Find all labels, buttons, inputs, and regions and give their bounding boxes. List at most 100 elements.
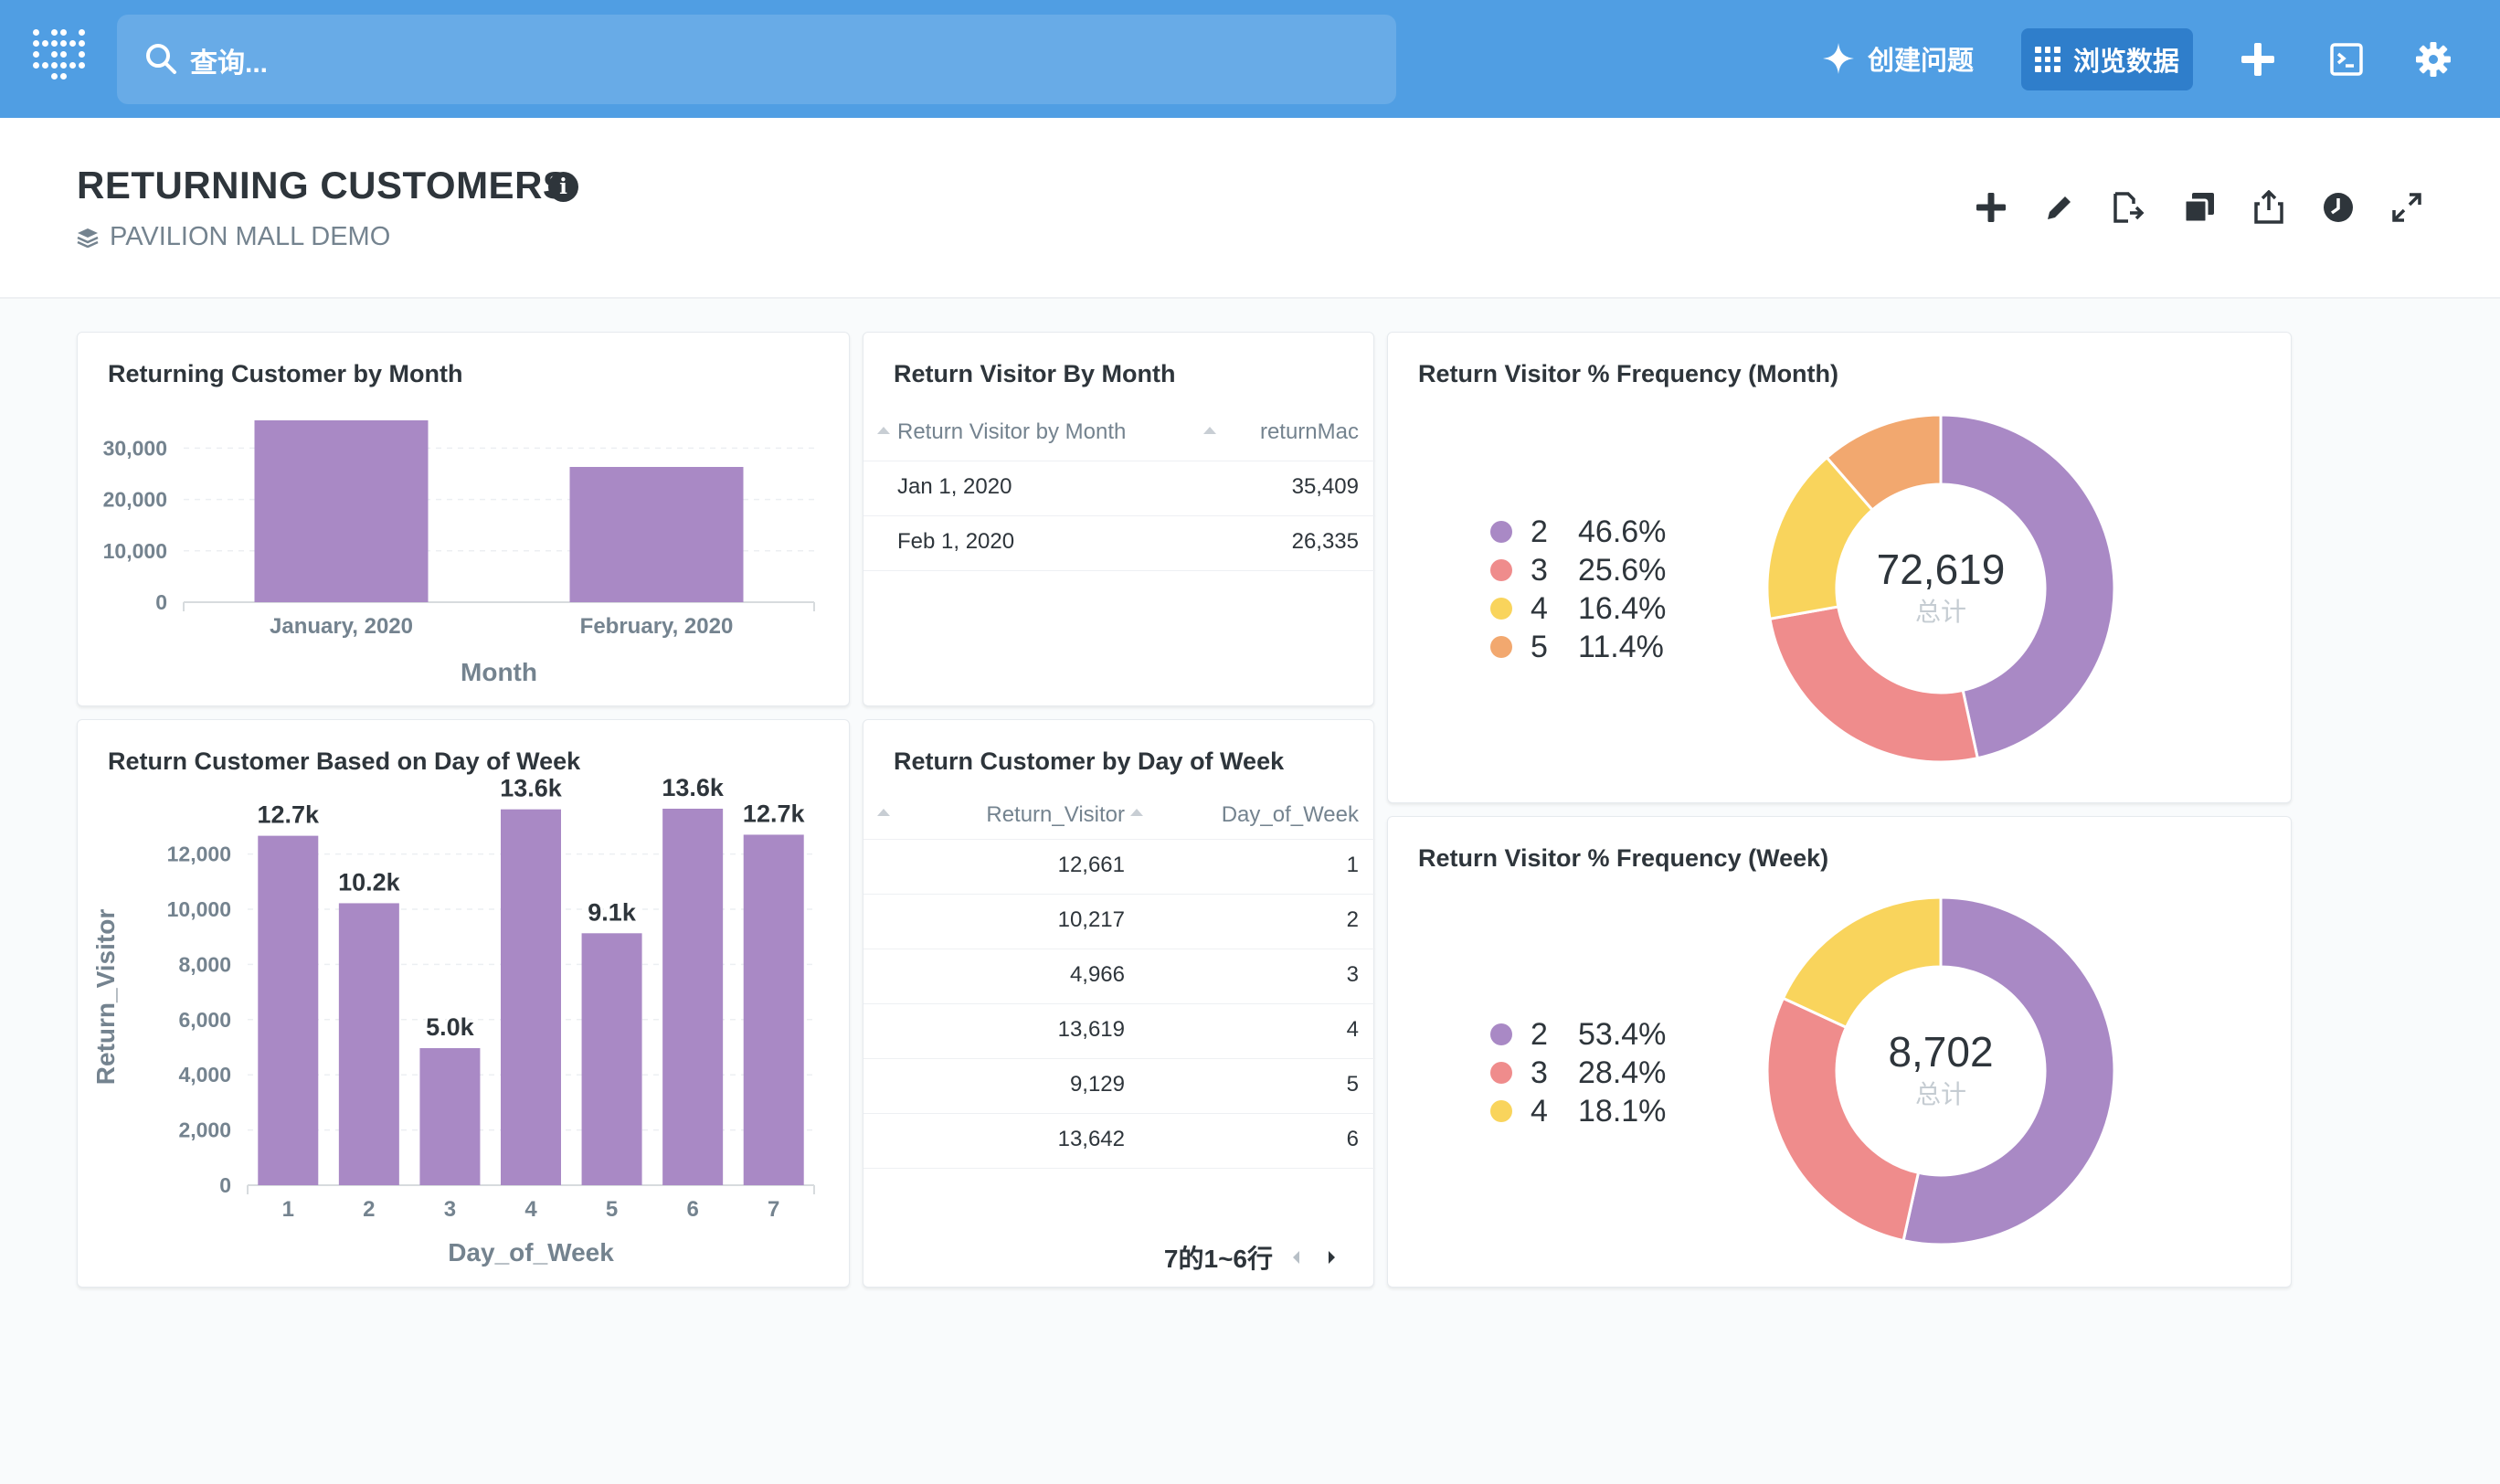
donut-slice[interactable] — [1765, 996, 1921, 1243]
donut-total: 72,619 总计 — [1868, 545, 2014, 629]
sql-editor-icon[interactable] — [2324, 37, 2369, 82]
legend-item[interactable]: 2 53.4% — [1490, 1016, 1666, 1053]
y-tick-label: 0 — [219, 1173, 231, 1197]
column-header[interactable]: Day_of_Week — [1221, 802, 1359, 827]
table-cell[interactable]: 35,409 — [1291, 474, 1359, 499]
row-divider — [863, 1168, 1375, 1169]
legend-dot — [1490, 559, 1512, 581]
row-divider — [863, 570, 1375, 571]
x-tick-label: 5 — [606, 1197, 618, 1222]
legend-item[interactable]: 4 16.4% — [1490, 590, 1666, 627]
table-cell[interactable]: 26,335 — [1291, 529, 1359, 554]
previous-page-icon[interactable] — [1289, 1248, 1302, 1267]
settings-gear-icon[interactable] — [2410, 37, 2456, 82]
x-tick-label: February, 2020 — [580, 614, 734, 639]
edit-pencil-icon[interactable] — [2038, 186, 2082, 229]
card-frequency-week[interactable]: Return Visitor % Frequency (Week) 2 53.4%… — [1387, 816, 2292, 1288]
pagination-label: 7的1~6行 — [1163, 1245, 1273, 1273]
add-icon[interactable] — [2235, 37, 2281, 82]
column-header[interactable]: Return Visitor by Month — [897, 419, 1127, 444]
top-nav: 查询... 创建问题 浏览数据 — [0, 0, 2500, 118]
donut-total-value: 72,619 — [1876, 546, 2006, 593]
donut-slice[interactable] — [1768, 605, 1980, 764]
bar[interactable] — [258, 835, 319, 1185]
legend-item[interactable]: 5 11.4% — [1490, 629, 1664, 665]
donut-slice[interactable] — [1781, 896, 1943, 1030]
bar[interactable] — [743, 834, 804, 1185]
legend-item[interactable]: 4 18.1% — [1490, 1093, 1666, 1129]
table-cell[interactable]: 5 — [1346, 1072, 1359, 1097]
column-header[interactable]: returnMac — [1259, 419, 1359, 444]
add-card-icon[interactable] — [1969, 186, 2013, 229]
bar[interactable] — [501, 809, 561, 1185]
bar[interactable] — [254, 420, 429, 602]
logo-dot — [69, 40, 76, 47]
table-cell[interactable]: 2 — [1346, 907, 1359, 932]
duplicate-icon[interactable] — [2177, 186, 2221, 229]
donut-total-value: 8,702 — [1888, 1028, 1994, 1076]
card-frequency-month[interactable]: Return Visitor % Frequency (Month) 2 46.6… — [1387, 332, 2292, 803]
auto-refresh-clock-icon[interactable] — [2316, 186, 2360, 229]
row-divider — [863, 1113, 1375, 1114]
bar[interactable] — [338, 903, 399, 1185]
y-tick-label: 10,000 — [103, 539, 167, 563]
new-question-button[interactable]: 创建问题 — [1822, 33, 1974, 84]
logo-dot — [42, 40, 48, 47]
sort-caret-icon[interactable] — [1203, 427, 1216, 434]
row-divider — [863, 1058, 1375, 1059]
y-axis-title: Return_Visitor — [91, 909, 120, 1086]
legend-key: 2 — [1531, 1016, 1548, 1052]
data-label: 10.2k — [338, 868, 401, 896]
legend-item[interactable]: 2 46.6% — [1490, 514, 1666, 550]
legend-item[interactable]: 3 28.4% — [1490, 1055, 1666, 1091]
table-cell[interactable]: 13,642 — [1057, 1127, 1125, 1151]
table-cell[interactable]: 13,619 — [1057, 1017, 1125, 1042]
donut-slice[interactable] — [1939, 413, 2116, 760]
table-cell[interactable]: 4 — [1346, 1017, 1359, 1042]
donut-slice[interactable] — [1901, 896, 2116, 1246]
bar[interactable] — [569, 466, 744, 602]
legend-key: 4 — [1531, 590, 1548, 626]
legend-item[interactable]: 3 25.6% — [1490, 552, 1666, 588]
x-tick-label: 1 — [282, 1197, 294, 1222]
sort-caret-icon[interactable] — [877, 427, 890, 434]
card-return-customer-day-of-week[interactable]: Return Customer Based on Day of Week 0 2,… — [77, 719, 850, 1288]
legend-pct: 53.4% — [1578, 1016, 1667, 1052]
table-cell[interactable]: 9,129 — [1069, 1072, 1125, 1097]
row-divider — [863, 515, 1375, 516]
bar[interactable] — [662, 809, 724, 1185]
table-cell[interactable]: 3 — [1346, 962, 1359, 987]
bar[interactable] — [581, 933, 642, 1185]
table-cell[interactable]: 12,661 — [1057, 853, 1125, 877]
legend-key: 5 — [1531, 629, 1548, 664]
info-icon[interactable]: i — [548, 172, 578, 202]
sort-caret-icon[interactable] — [877, 809, 890, 816]
table-cell[interactable]: 1 — [1346, 853, 1359, 877]
collection-breadcrumb[interactable]: PAVILION MALL DEMO — [77, 222, 390, 252]
card-return-visitor-by-month[interactable]: Return Visitor By Month Return Visitor b… — [863, 332, 1375, 706]
x-tick-label: 2 — [363, 1197, 375, 1222]
move-dashboard-icon[interactable] — [2106, 186, 2150, 229]
search-bar[interactable]: 查询... — [117, 15, 1396, 104]
legend-key: 4 — [1531, 1093, 1548, 1129]
sort-caret-icon[interactable] — [1130, 809, 1143, 816]
table-cell[interactable]: Jan 1, 2020 — [897, 474, 1012, 499]
table-cell[interactable]: 6 — [1346, 1127, 1359, 1151]
y-tick-label: 12,000 — [167, 843, 231, 866]
metabase-logo-icon[interactable] — [33, 29, 85, 88]
logo-dot — [42, 62, 48, 69]
table-cell[interactable]: 10,217 — [1057, 907, 1125, 932]
donut-total: 8,702 总计 — [1868, 1027, 2014, 1111]
card-returning-customer-by-month[interactable]: Returning Customer by Month 0 10,000 20,00… — [77, 332, 850, 706]
browse-data-button[interactable]: 浏览数据 — [2021, 28, 2193, 90]
y-tick-label: 2,000 — [178, 1118, 231, 1142]
column-header[interactable]: Return_Visitor — [986, 802, 1125, 827]
share-icon[interactable] — [2247, 186, 2291, 229]
next-page-icon[interactable] — [1326, 1248, 1339, 1267]
table-cell[interactable]: 4,966 — [1069, 962, 1125, 987]
fullscreen-icon[interactable] — [2385, 186, 2429, 229]
table-cell[interactable]: Feb 1, 2020 — [897, 529, 1015, 554]
card-dow-table[interactable]: Return Customer by Day of Week Return_Vi… — [863, 719, 1375, 1288]
bar[interactable] — [419, 1048, 481, 1185]
donut-slice[interactable] — [1825, 413, 1943, 513]
